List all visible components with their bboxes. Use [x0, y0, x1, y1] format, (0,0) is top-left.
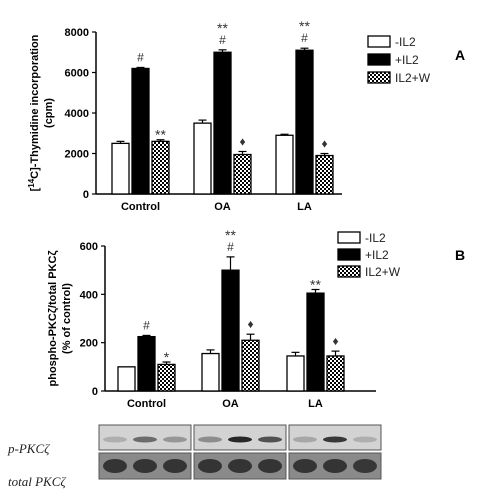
chart-a: 0 2000 4000 6000 8000 [14C]-Thymidine incorpo… [27, 18, 431, 213]
significance-mark: ♦ [332, 334, 338, 348]
blot-band [133, 436, 157, 443]
x-tick-label: LA [308, 398, 323, 410]
legend-label: +IL2 [365, 248, 389, 262]
bar [213, 51, 232, 195]
significance-mark: ** [217, 20, 228, 36]
x-tick-label: LA [297, 201, 312, 213]
y-tick-label: 4000 [65, 108, 89, 120]
y-axis-label-part: [ [29, 187, 41, 191]
bar [221, 269, 240, 392]
significance-mark: # [227, 240, 234, 254]
y-tick-label: 6000 [65, 68, 89, 80]
blot-row-label-total: total PKCζ [8, 474, 66, 489]
blot-band [323, 436, 347, 443]
bar [326, 355, 345, 392]
y-tick-label: 600 [80, 241, 98, 253]
legend-swatch [337, 265, 361, 278]
x-tick-label: OA [222, 398, 239, 410]
bar [295, 49, 314, 195]
blot-band [103, 459, 127, 473]
x-tick-label: Control [121, 201, 160, 213]
significance-mark: # [137, 50, 144, 64]
bar [241, 339, 260, 392]
bar [306, 292, 325, 392]
blot-band [228, 436, 252, 443]
x-tick-label: Control [127, 398, 166, 410]
y-axis-label-part: C]-Thymidine incorporation [29, 34, 41, 179]
blot-band [293, 436, 317, 443]
significance-mark: ♦ [239, 134, 245, 148]
blot-band [323, 459, 347, 473]
blot-band [353, 436, 377, 443]
blot-band [163, 459, 187, 473]
bar [201, 352, 220, 392]
y-tick-label: 200 [80, 338, 98, 350]
bar [315, 154, 334, 195]
legend-swatch [337, 231, 361, 244]
bar [151, 140, 170, 195]
blot-band [258, 436, 282, 443]
bar [137, 335, 156, 392]
bar [275, 134, 294, 195]
bar [111, 142, 130, 195]
significance-mark: ** [225, 227, 236, 243]
y-axis-label-part: phospho-PKCζ/total PKCζ [47, 250, 59, 386]
y-axis-label: phospho-PKCζ/total PKCζ (% of control) [47, 250, 73, 386]
significance-mark: ** [155, 127, 166, 143]
x-tick-label: OA [214, 201, 231, 213]
significance-mark: * [164, 349, 170, 365]
legend-swatch [367, 53, 391, 66]
blot-band [353, 459, 377, 473]
significance-mark: ♦ [321, 137, 327, 151]
blot-band [258, 459, 282, 473]
western-blot [98, 424, 382, 480]
y-tick-label: 2000 [65, 149, 89, 161]
legend-label: IL2+W [395, 71, 431, 85]
panel-a-label: A [455, 47, 465, 63]
bar [157, 363, 176, 392]
significance-mark: ** [310, 277, 321, 293]
legend-label: IL2+W [365, 265, 401, 279]
legend-label: -IL2 [365, 231, 386, 245]
y-tick-label: 8000 [65, 27, 89, 39]
significance-mark: # [143, 318, 150, 332]
significance-mark: ** [299, 18, 310, 34]
blot-band [163, 436, 187, 443]
bar [131, 67, 150, 195]
y-axis-label-superscript: 14 [27, 178, 36, 187]
y-tick-label: 400 [80, 289, 98, 301]
y-axis-label-part: (cpm) [43, 98, 55, 128]
significance-mark: # [219, 33, 226, 47]
y-tick-label: 0 [92, 386, 98, 398]
legend-swatch [367, 71, 391, 84]
bar [193, 122, 212, 195]
blot-band [198, 459, 222, 473]
panel-b-label: B [455, 247, 465, 263]
blot-band [228, 459, 252, 473]
blot-row-label-p: p-PKCζ [8, 441, 50, 456]
y-axis-label-part: (% of control) [61, 283, 73, 354]
bar [117, 366, 136, 392]
y-axis-label: [14C]-Thymidine incorporation (cpm) [27, 34, 55, 191]
blot-band [103, 436, 127, 443]
bar [233, 153, 252, 195]
blot-band [133, 459, 157, 473]
blot-band [198, 436, 222, 443]
bar [286, 355, 305, 392]
y-tick-label: 0 [83, 189, 89, 201]
significance-mark: # [301, 31, 308, 45]
chart-b: 0 200 400 600 phospho-PKCζ/total PKCζ (% of c… [47, 227, 401, 410]
significance-mark: ♦ [247, 317, 253, 331]
blot-band [293, 459, 317, 473]
legend-swatch [367, 35, 391, 48]
legend-label: -IL2 [395, 35, 416, 49]
legend-swatch [337, 248, 361, 261]
legend-label: +IL2 [395, 53, 419, 67]
